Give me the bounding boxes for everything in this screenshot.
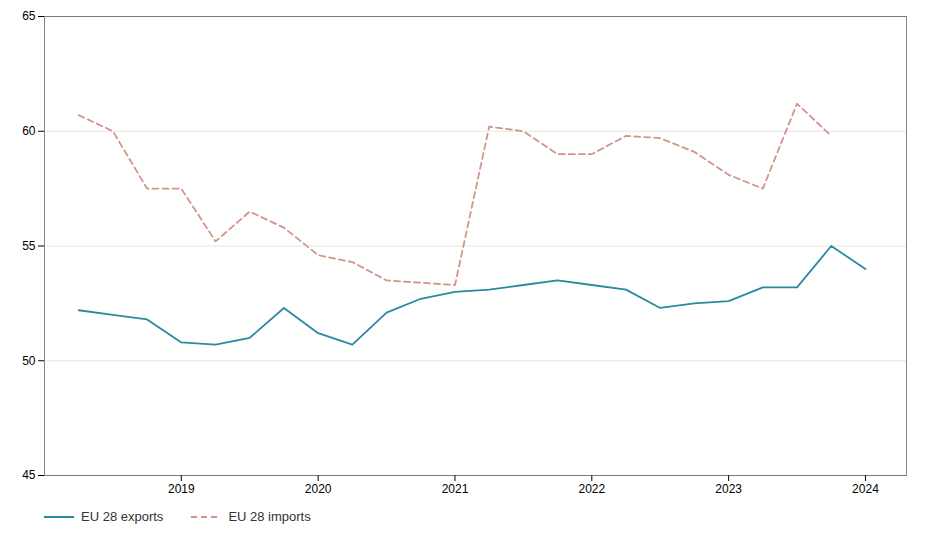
html-text:EU 28 exports: EU 28 exports: [81, 509, 164, 524]
svg-text:2024: 2024: [852, 482, 879, 496]
svg-text:2022: 2022: [578, 482, 605, 496]
svg-text:2021: 2021: [442, 482, 469, 496]
svg-text:65: 65: [22, 9, 36, 23]
svg-text:2019: 2019: [168, 482, 195, 496]
svg-text:50: 50: [22, 354, 36, 368]
svg-text:55: 55: [22, 239, 36, 253]
svg-text:45: 45: [22, 468, 36, 482]
svg-text:2020: 2020: [305, 482, 332, 496]
svg-text:60: 60: [22, 124, 36, 138]
html-text:EU 28 imports: EU 28 imports: [228, 509, 311, 524]
svg-text:2023: 2023: [715, 482, 742, 496]
